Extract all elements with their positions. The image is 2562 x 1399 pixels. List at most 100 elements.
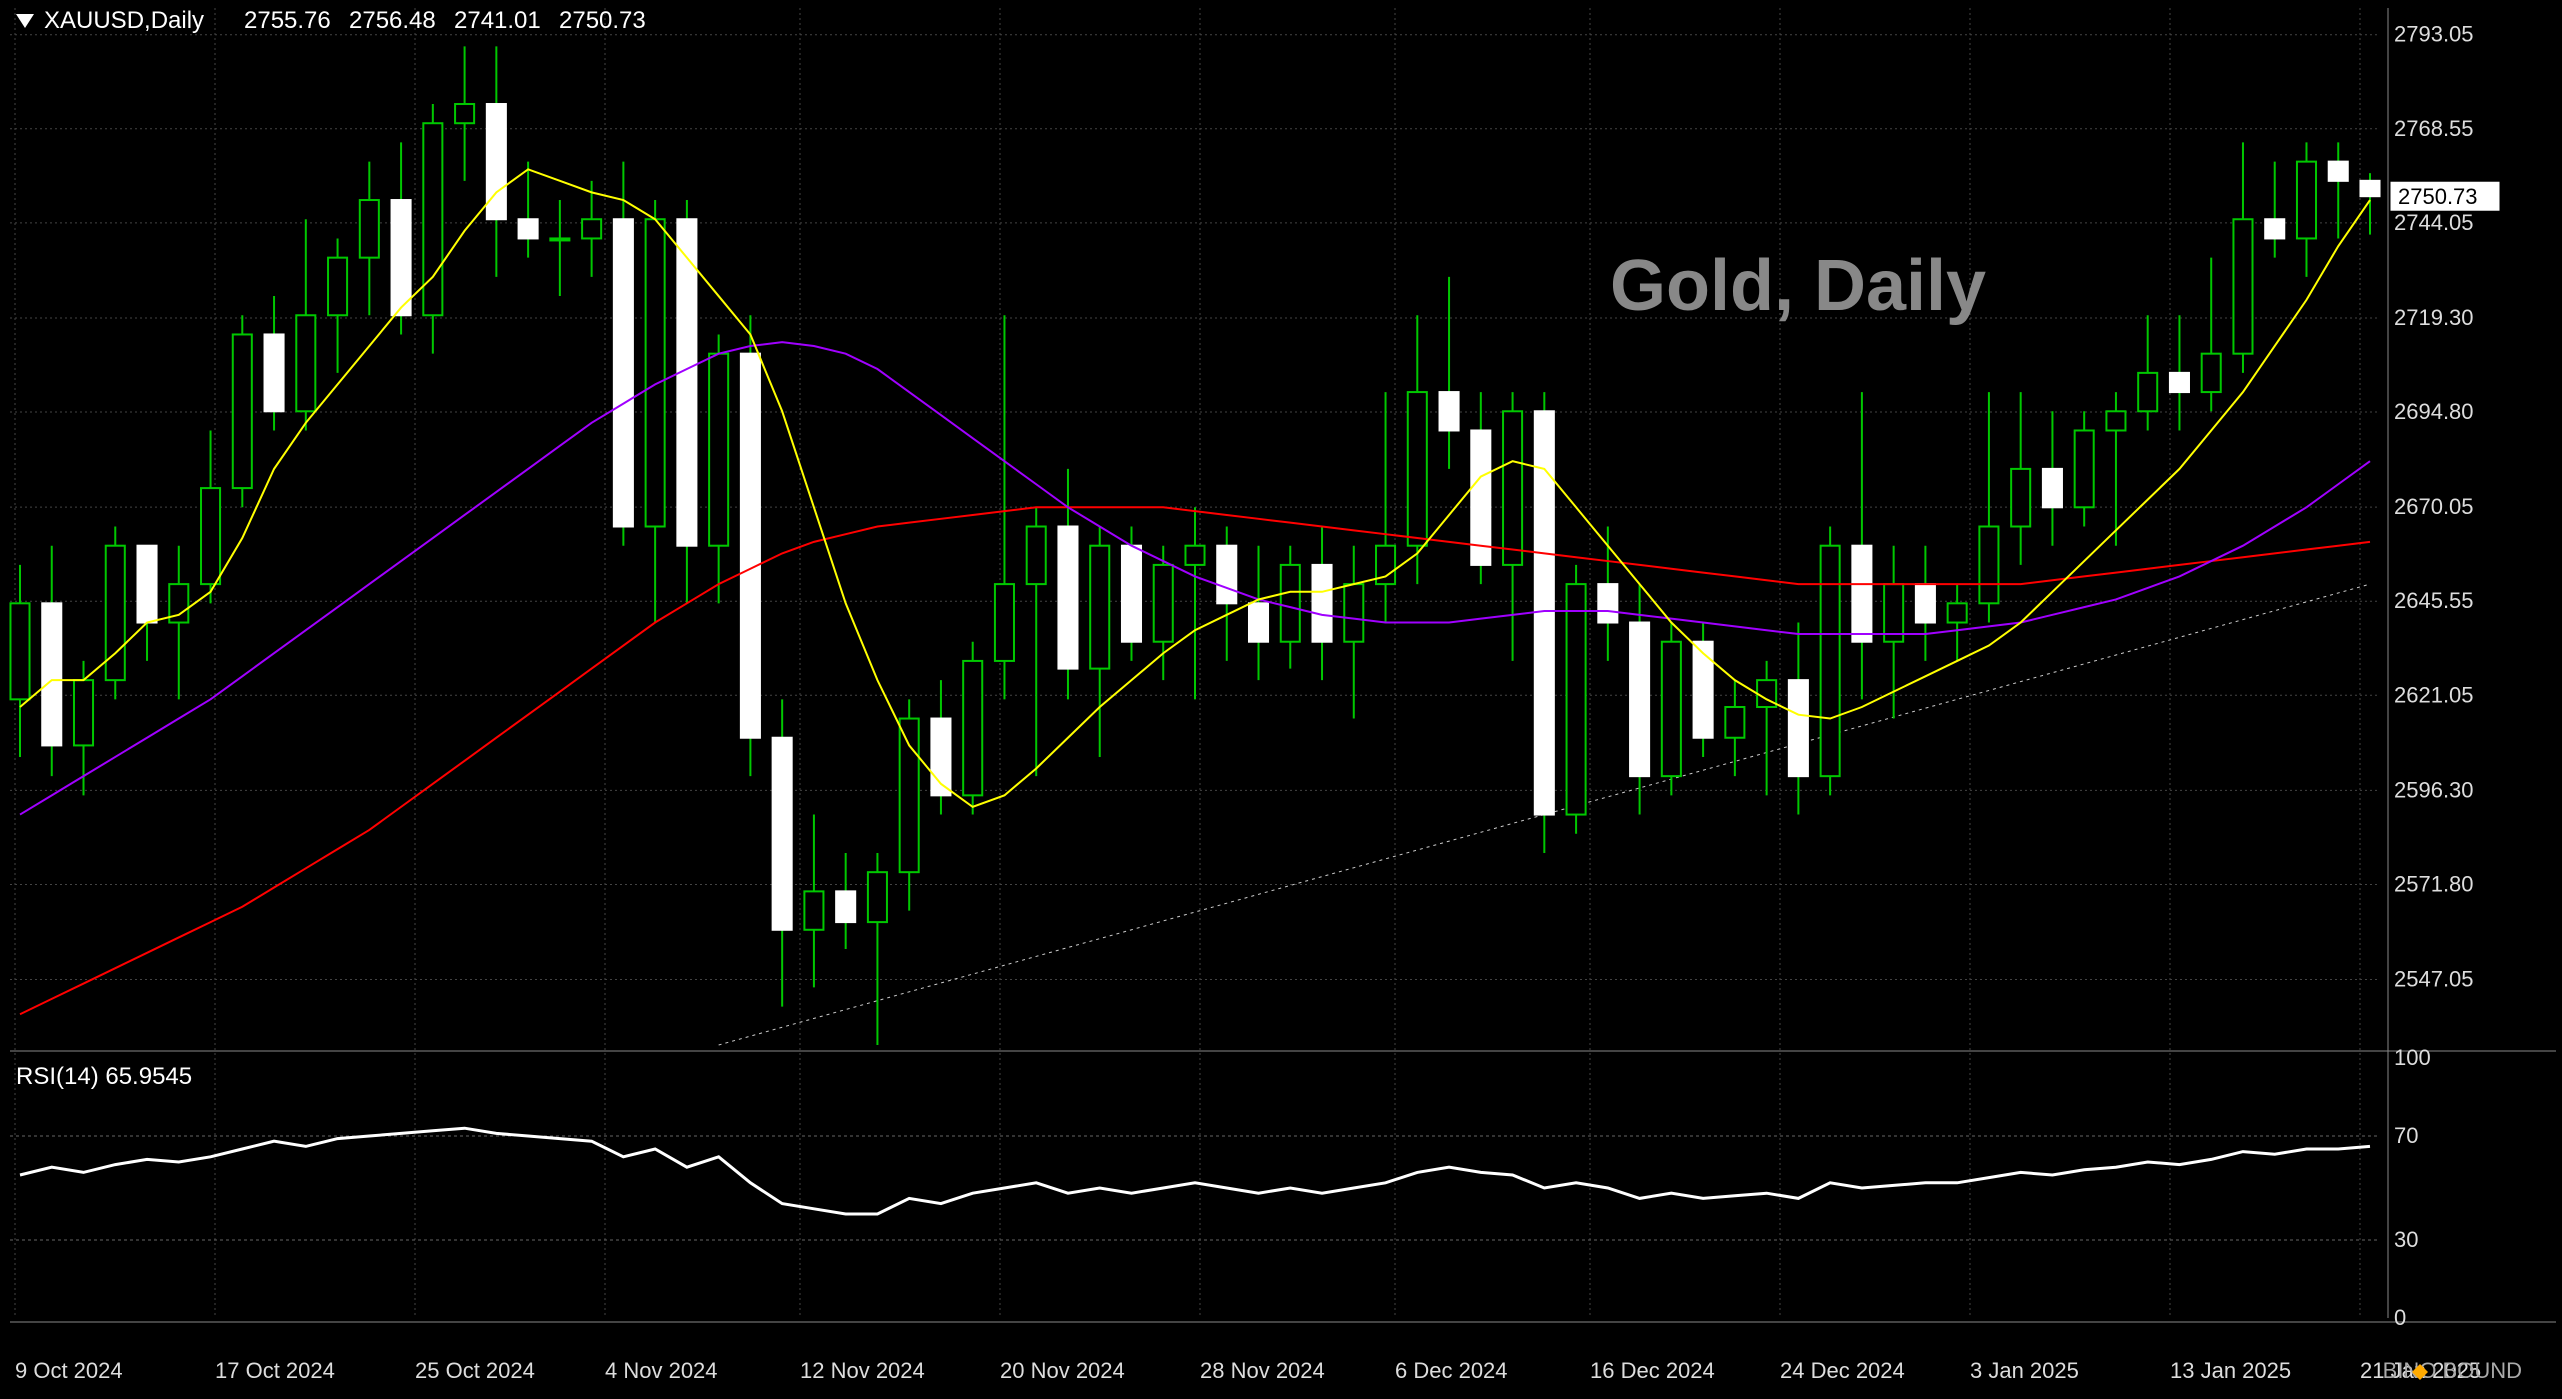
ohlc-value: 2755.76 bbox=[244, 7, 331, 34]
x-tick-label: 17 Oct 2024 bbox=[215, 1358, 335, 1383]
y-tick-label: 2547.05 bbox=[2394, 967, 2474, 992]
candle-body bbox=[1313, 565, 1332, 642]
x-tick-label: 28 Nov 2024 bbox=[1200, 1358, 1325, 1383]
candle-body bbox=[741, 354, 760, 738]
candle-body bbox=[392, 200, 411, 315]
candle-body bbox=[1440, 392, 1459, 430]
chevron-down-icon[interactable] bbox=[16, 14, 34, 28]
x-tick-label: 3 Jan 2025 bbox=[1970, 1358, 2079, 1383]
candle-body bbox=[2233, 219, 2252, 353]
candle-body bbox=[328, 258, 347, 316]
candle-body bbox=[1058, 527, 1077, 669]
y-tick-label: 2694.80 bbox=[2394, 399, 2474, 424]
candle-body bbox=[1503, 411, 1522, 565]
candle-body bbox=[2202, 354, 2221, 392]
candle-body bbox=[1662, 642, 1681, 776]
candle-body bbox=[1185, 546, 1204, 565]
candle-body bbox=[1852, 546, 1871, 642]
candle-body bbox=[836, 891, 855, 922]
x-tick-label: 6 Dec 2024 bbox=[1395, 1358, 1508, 1383]
candle-body bbox=[582, 219, 601, 238]
rsi-tick-label: 0 bbox=[2394, 1305, 2406, 1330]
candle-body bbox=[138, 546, 157, 623]
candle-body bbox=[1154, 565, 1173, 642]
candle-body bbox=[233, 334, 252, 488]
candle-body bbox=[709, 354, 728, 546]
candle-body bbox=[42, 603, 61, 745]
x-tick-label: 20 Nov 2024 bbox=[1000, 1358, 1125, 1383]
ohlc-value: 2750.73 bbox=[559, 7, 646, 34]
candle-body bbox=[804, 891, 823, 929]
candle-body bbox=[2265, 219, 2284, 238]
candle-body bbox=[360, 200, 379, 258]
y-tick-label: 2596.30 bbox=[2394, 777, 2474, 802]
candle-body bbox=[1090, 546, 1109, 669]
rsi-tick-label: 70 bbox=[2394, 1123, 2418, 1148]
candle-body bbox=[1725, 707, 1744, 738]
candle-body bbox=[2329, 162, 2348, 181]
candle-body bbox=[2138, 373, 2157, 411]
candle-body bbox=[519, 219, 538, 238]
x-tick-label: 12 Nov 2024 bbox=[800, 1358, 925, 1383]
candle-body bbox=[2297, 162, 2316, 239]
candle-body bbox=[1979, 527, 1998, 604]
candle-body bbox=[1694, 642, 1713, 738]
rsi-tick-label: 100 bbox=[2394, 1045, 2431, 1070]
y-tick-label: 2670.05 bbox=[2394, 494, 2474, 519]
y-tick-label: 2645.55 bbox=[2394, 588, 2474, 613]
y-tick-label: 2793.05 bbox=[2394, 22, 2474, 47]
candle-body bbox=[1948, 603, 1967, 622]
candle-body bbox=[900, 719, 919, 873]
y-tick-label: 2768.55 bbox=[2394, 116, 2474, 141]
candle-body bbox=[963, 661, 982, 795]
candle-body bbox=[2360, 181, 2379, 196]
candle-body bbox=[1630, 623, 1649, 777]
candle-body bbox=[423, 123, 442, 315]
candle-body bbox=[868, 872, 887, 922]
ohlc-value: 2756.48 bbox=[349, 7, 436, 34]
y-tick-label: 2571.80 bbox=[2394, 871, 2474, 896]
symbol-label: XAUUSD,Daily bbox=[44, 7, 204, 34]
candle-body bbox=[646, 219, 665, 526]
candle-body bbox=[677, 219, 696, 545]
candle-body bbox=[1598, 584, 1617, 622]
candle-body bbox=[2011, 469, 2030, 527]
candle-body bbox=[1027, 527, 1046, 585]
x-tick-label: 13 Jan 2025 bbox=[2170, 1358, 2291, 1383]
x-tick-label: 25 Oct 2024 bbox=[415, 1358, 535, 1383]
candle-body bbox=[2043, 469, 2062, 507]
candle-body bbox=[1789, 680, 1808, 776]
brand-label: BINO BOUND bbox=[2383, 1358, 2522, 1383]
candle-body bbox=[74, 680, 93, 745]
candle-body bbox=[2106, 411, 2125, 430]
candle-body bbox=[1916, 584, 1935, 622]
x-tick-label: 9 Oct 2024 bbox=[15, 1358, 123, 1383]
candle-body bbox=[1217, 546, 1236, 604]
candle-body bbox=[296, 315, 315, 411]
candle-body bbox=[1249, 603, 1268, 641]
candle-body bbox=[1122, 546, 1141, 642]
candle-body bbox=[1567, 584, 1586, 814]
chart-watermark: Gold, Daily bbox=[1610, 246, 1986, 326]
candle-body bbox=[550, 238, 569, 240]
rsi-tick-label: 30 bbox=[2394, 1227, 2418, 1252]
y-tick-label: 2621.05 bbox=[2394, 682, 2474, 707]
candle-body bbox=[773, 738, 792, 930]
candle-body bbox=[455, 104, 474, 123]
rsi-line bbox=[20, 1128, 2370, 1214]
candle-body bbox=[201, 488, 220, 584]
candle-body bbox=[1408, 392, 1427, 546]
x-tick-label: 16 Dec 2024 bbox=[1590, 1358, 1715, 1383]
x-tick-label: 24 Dec 2024 bbox=[1780, 1358, 1905, 1383]
candle-body bbox=[2170, 373, 2189, 392]
price-chart[interactable]: 2547.05 2571.80 2596.30 2621.05 2645.55 2670.… bbox=[0, 0, 2562, 1399]
candle-body bbox=[1281, 565, 1300, 642]
y-tick-label: 2719.30 bbox=[2394, 305, 2474, 330]
candle-body bbox=[1344, 584, 1363, 642]
candle-body bbox=[1535, 411, 1554, 814]
ohlc-value: 2741.01 bbox=[454, 7, 541, 34]
candle-body bbox=[2075, 430, 2094, 507]
current-price-value: 2750.73 bbox=[2398, 184, 2478, 209]
y-tick-label: 2744.05 bbox=[2394, 210, 2474, 235]
rsi-label: RSI(14) 65.9545 bbox=[16, 1063, 192, 1090]
